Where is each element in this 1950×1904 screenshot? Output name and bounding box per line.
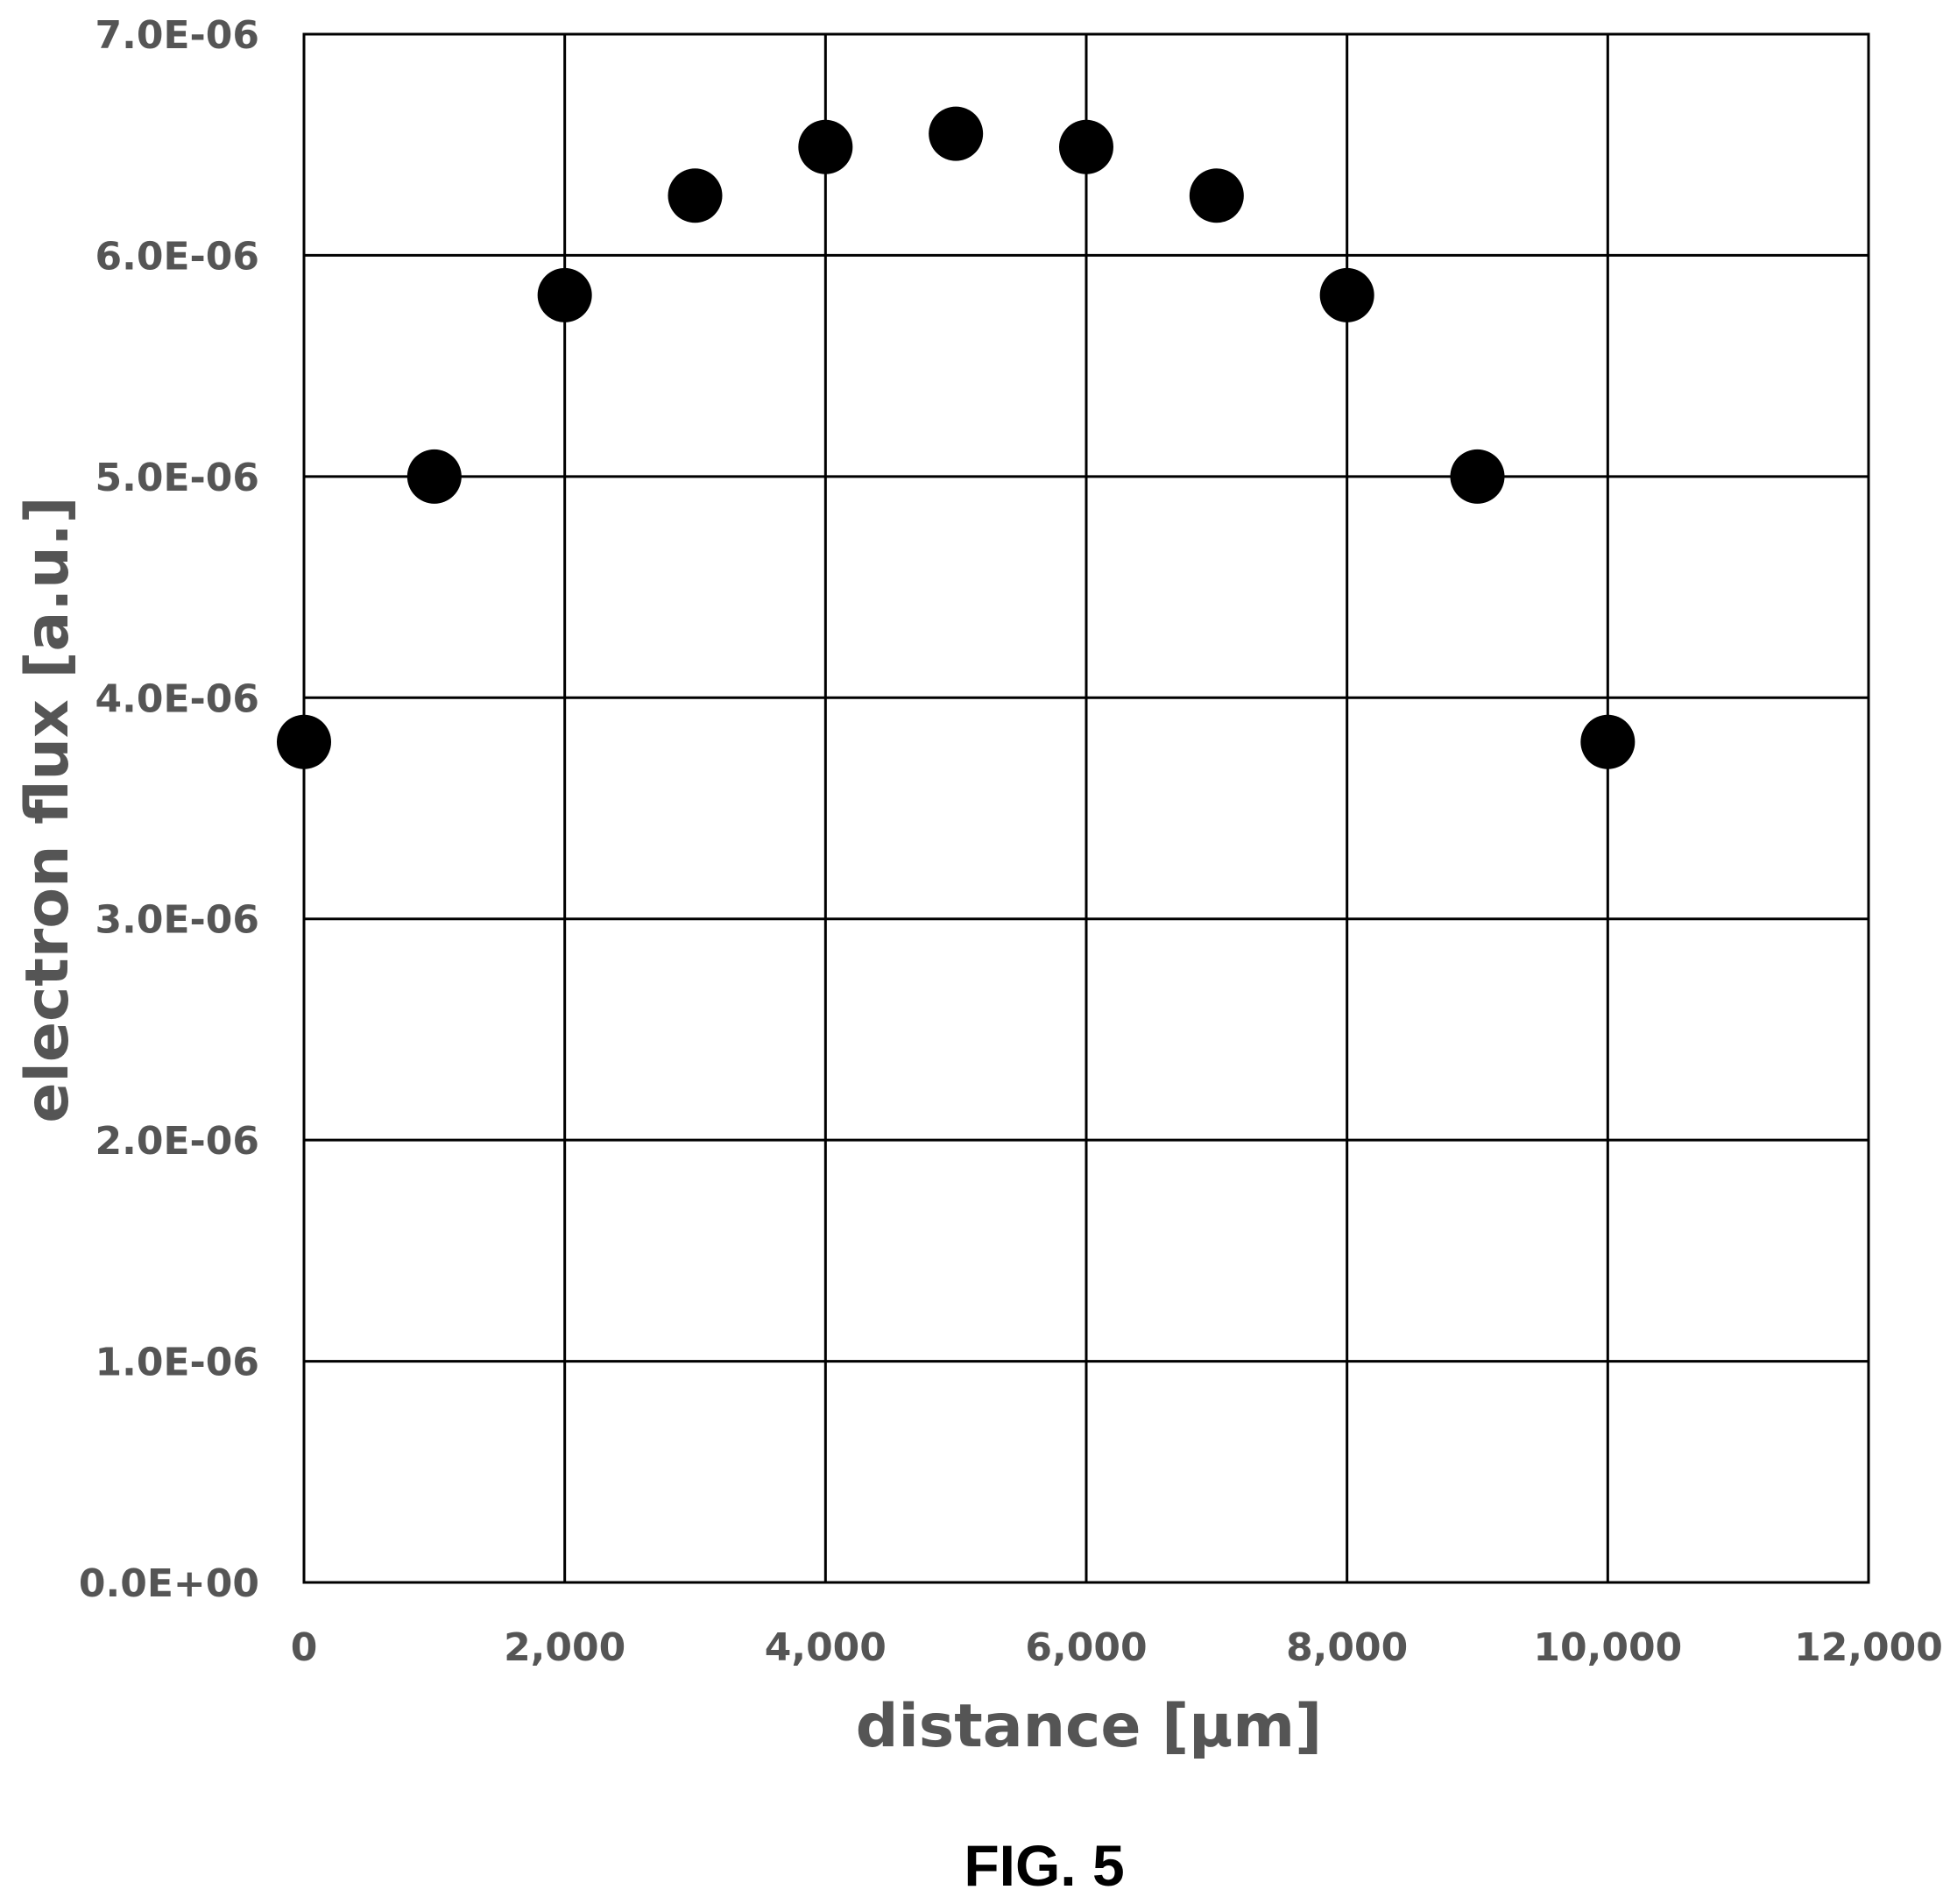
y-tick-label: 3.0E-06	[95, 898, 260, 943]
y-tick-label: 6.0E-06	[95, 234, 260, 279]
y-tick-label: 0.0E+00	[79, 1561, 259, 1606]
data-point	[929, 106, 984, 161]
data-point	[1319, 267, 1374, 322]
x-tick-label: 8,000	[1286, 1625, 1408, 1670]
y-tick-label: 1.0E-06	[95, 1341, 260, 1385]
data-point	[1059, 119, 1113, 174]
y-tick-label: 7.0E-06	[95, 13, 260, 58]
axes	[302, 32, 1870, 1584]
data-point	[1580, 714, 1636, 769]
grid-lines	[302, 32, 1870, 1584]
x-tick-label: 12,000	[1794, 1625, 1943, 1670]
x-tick-labels: 0 2,000 4,000 6,000 8,000 10,000 12,000	[291, 1625, 1943, 1670]
figure-caption: FIG. 5	[964, 1833, 1124, 1898]
plot-frame	[302, 32, 1870, 1584]
x-tick-label: 0	[291, 1625, 318, 1670]
y-tick-label: 5.0E-06	[95, 456, 260, 500]
y-tick-label: 4.0E-06	[95, 676, 260, 721]
data-point	[537, 267, 592, 322]
y-axis-title: electron flux [a.u.]	[13, 496, 82, 1122]
data-point	[668, 168, 723, 223]
data-point	[277, 714, 331, 769]
x-tick-label: 6,000	[1025, 1625, 1147, 1670]
data-point	[406, 449, 462, 504]
data-point	[1450, 449, 1505, 504]
y-tick-labels: 0.0E+00 1.0E-06 2.0E-06 3.0E-06 4.0E-06 5.0E-…	[79, 13, 259, 1606]
x-tick-label: 2,000	[504, 1625, 625, 1670]
x-tick-label: 10,000	[1533, 1625, 1682, 1670]
data-points	[277, 106, 1636, 769]
data-point	[798, 119, 853, 174]
y-tick-label: 2.0E-06	[95, 1119, 260, 1164]
x-tick-label: 4,000	[765, 1625, 887, 1670]
data-point	[1189, 168, 1244, 223]
x-axis-title: distance [µm]	[856, 1692, 1322, 1761]
